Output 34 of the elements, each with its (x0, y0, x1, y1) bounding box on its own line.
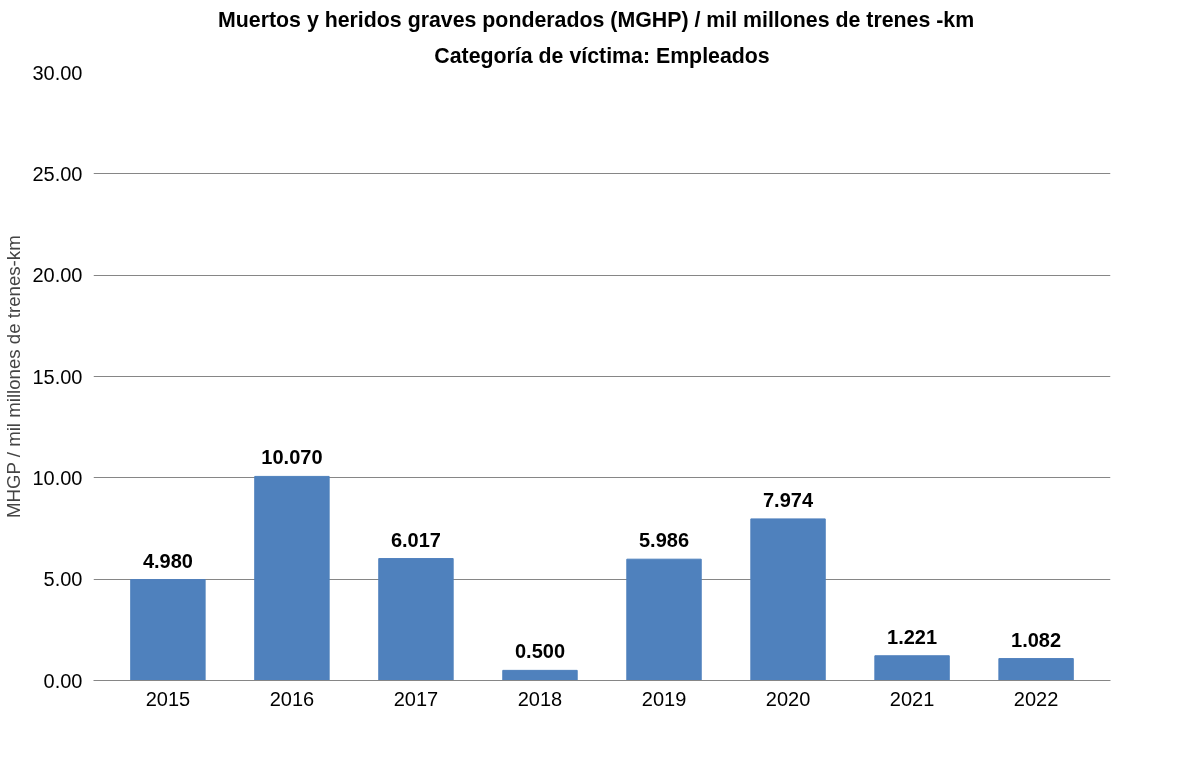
x-tick-label: 2015 (145, 687, 191, 710)
chart-subtitle: Categoría de víctima: Empleados (434, 43, 770, 68)
chart-title: Muertos y heridos graves ponderados (MGHP) / mil millones de trenes -km (218, 7, 975, 32)
y-tick-label: 0.00 (43, 669, 83, 692)
bar (750, 518, 826, 681)
data-label: 1.221 (887, 625, 938, 648)
bar (130, 579, 206, 681)
x-tick-label: 2022 (1013, 687, 1059, 710)
x-tick-label: 2021 (889, 687, 935, 710)
x-tick-label: 2019 (641, 687, 687, 710)
x-tick-label: 2018 (517, 687, 563, 710)
x-tick-label: 2017 (393, 687, 439, 710)
y-tick-label: 10.00 (32, 466, 83, 489)
data-label: 10.070 (261, 446, 323, 469)
y-tick-label: 5.00 (43, 568, 83, 591)
bar (998, 658, 1074, 681)
data-label: 6.017 (390, 528, 441, 551)
x-tick-label: 2020 (765, 687, 811, 710)
bar (502, 669, 578, 681)
bar (626, 558, 702, 681)
bar (254, 475, 330, 681)
bar (874, 655, 950, 681)
y-tick-label: 25.00 (32, 162, 83, 185)
data-label: 0.500 (514, 640, 566, 663)
y-tick-label: 15.00 (32, 365, 83, 388)
y-axis-title: MHGP / mil millones de trenes-km (3, 235, 25, 519)
bar (378, 558, 454, 681)
data-label: 4.980 (142, 549, 193, 572)
data-label: 1.082 (1011, 628, 1062, 651)
x-tick-label: 2016 (269, 687, 315, 710)
data-label: 5.986 (638, 529, 690, 552)
y-tick-label: 30.00 (32, 61, 83, 84)
data-label: 7.974 (763, 488, 814, 511)
y-tick-label: 20.00 (32, 264, 83, 287)
